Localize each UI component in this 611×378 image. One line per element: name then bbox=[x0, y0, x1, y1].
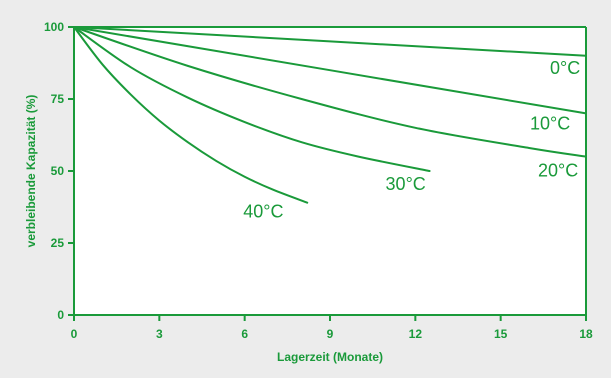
x-tick-label: 12 bbox=[409, 327, 423, 341]
x-axis-title: Lagerzeit (Monate) bbox=[277, 350, 383, 364]
y-tick-label: 75 bbox=[51, 92, 65, 106]
series-line-2 bbox=[73, 26, 587, 158]
y-axis-ticks: 0 25 50 75 100 bbox=[44, 20, 74, 322]
series-line-4 bbox=[73, 26, 309, 204]
y-axis-title: verbleibende Kapazität (%) bbox=[24, 95, 38, 248]
x-tick-label: 3 bbox=[156, 327, 163, 341]
x-axis-ticks: 0 3 6 9 12 15 18 bbox=[71, 315, 593, 341]
y-tick-label: 0 bbox=[57, 308, 64, 322]
x-tick-label: 6 bbox=[241, 327, 248, 341]
x-tick-label: 9 bbox=[327, 327, 334, 341]
series-lines bbox=[73, 26, 587, 204]
plot-area bbox=[74, 27, 586, 315]
series-label-3: 30°C bbox=[386, 174, 426, 194]
y-tick-label: 50 bbox=[51, 164, 65, 178]
series-line-1 bbox=[73, 26, 587, 115]
x-tick-label: 15 bbox=[494, 327, 508, 341]
series-label-2: 20°C bbox=[538, 161, 578, 181]
y-tick-label: 25 bbox=[51, 236, 65, 250]
x-tick-label: 0 bbox=[71, 327, 78, 341]
series-line-3 bbox=[73, 26, 431, 172]
y-tick-label: 100 bbox=[44, 20, 64, 34]
series-line-0 bbox=[73, 26, 587, 57]
series-labels: 0°C 10°C 20°C 30°C 40°C bbox=[243, 58, 580, 222]
series-label-1: 10°C bbox=[530, 113, 570, 133]
series-label-4: 40°C bbox=[243, 202, 283, 222]
x-tick-label: 18 bbox=[579, 327, 593, 341]
series-label-0: 0°C bbox=[550, 58, 580, 78]
